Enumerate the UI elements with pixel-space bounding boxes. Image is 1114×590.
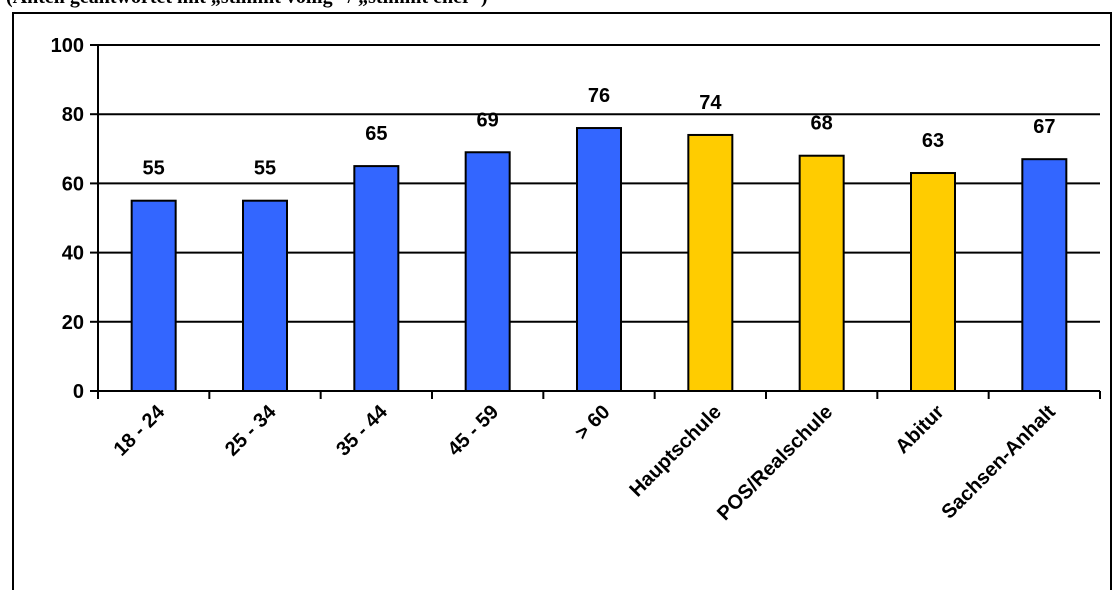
bar (910, 172, 956, 392)
bars (130, 127, 1068, 393)
y-tick-label: 40 (62, 243, 84, 265)
data-label: 69 (477, 109, 499, 131)
x-tick-label: Abitur (891, 401, 948, 458)
bar (1021, 158, 1068, 392)
data-labels: 55 55 65 69 76 74 68 63 67 (143, 85, 1056, 180)
data-label: 63 (922, 130, 944, 152)
y-tick-label: 100 (51, 35, 84, 57)
data-label: 76 (588, 85, 610, 107)
x-tick-label: 25 - 34 (221, 400, 281, 460)
x-tick-label: Hauptschule (625, 401, 725, 501)
x-tick-label: > 60 (571, 401, 614, 444)
x-tick-labels: 18 - 24 25 - 34 35 - 44 45 - 59 > 60 Hauptsch… (110, 400, 1060, 525)
x-tick-label: POS/Realschule (713, 401, 837, 525)
data-label: 55 (254, 158, 276, 180)
x-tick-label: 18 - 24 (110, 400, 170, 460)
data-label: 68 (811, 113, 833, 135)
bar (798, 154, 845, 392)
data-label: 55 (143, 158, 165, 180)
chart-frame (12, 12, 1112, 590)
chart-header-note: (Anteil geantwortet mit „stimmt völlig“ … (6, 0, 488, 9)
y-tick-label: 80 (62, 104, 84, 126)
bar (464, 151, 511, 392)
axes (90, 44, 1101, 399)
y-tick-label: 0 (73, 381, 84, 403)
data-label: 67 (1033, 116, 1055, 138)
y-tick-label: 20 (62, 312, 84, 334)
x-tick-label: 35 - 44 (332, 400, 392, 460)
x-tick-label: 45 - 59 (444, 401, 504, 461)
bar (353, 165, 400, 392)
y-tick-labels: 0 20 40 60 80 100 (51, 35, 84, 403)
data-label: 74 (699, 92, 722, 114)
bar (242, 199, 288, 392)
data-label: 65 (365, 123, 387, 145)
bar (130, 199, 177, 392)
y-tick-label: 60 (62, 173, 84, 195)
bar (687, 133, 734, 393)
x-tick-label: Sachsen-Anhalt (937, 401, 1060, 524)
bar (576, 127, 622, 392)
